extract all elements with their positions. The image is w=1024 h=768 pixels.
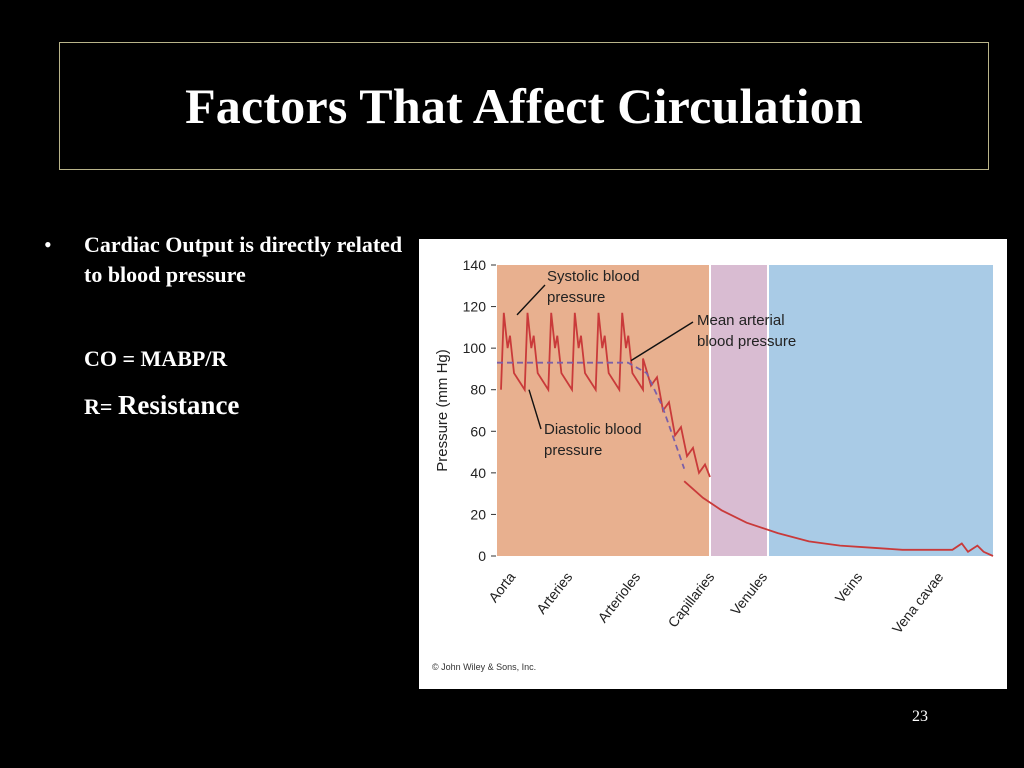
- pressure-figure: 0 20 40 60 80 100 120 140 Pressure (mm Hg) Aorta A…: [419, 239, 1007, 689]
- x-category-label: Vena cavae: [889, 569, 947, 637]
- y-tick-label: 20: [470, 506, 486, 522]
- y-tick-label: 80: [470, 382, 486, 398]
- slide-title: Factors That Affect Circulation: [185, 78, 863, 134]
- bullet-text: Cardiac Output is directly related to bl…: [84, 232, 403, 287]
- annotation-leader: [630, 321, 694, 362]
- annotation-diastolic: pressure: [544, 442, 602, 459]
- venous-pressure-line: [683, 480, 994, 557]
- y-tick-label: 0: [478, 548, 486, 564]
- y-tick-label: 140: [463, 257, 487, 273]
- region-capillary: [710, 265, 768, 556]
- annotation-systolic: pressure: [547, 289, 605, 306]
- annotation-systolic: Systolic blood: [547, 268, 640, 285]
- pressure-chart: 0 20 40 60 80 100 120 140 Pressure (mm Hg) Aorta A…: [432, 257, 994, 672]
- y-tick-label: 100: [463, 340, 487, 356]
- region-arterial: [497, 265, 710, 556]
- annotation-leader: [528, 389, 542, 430]
- slide-body: • Cardiac Output is directly related to …: [40, 230, 420, 420]
- resistance-word: Resistance: [117, 390, 240, 420]
- y-tick-label: 120: [463, 299, 487, 315]
- y-tick-label: 60: [470, 423, 486, 439]
- x-category-label: Aorta: [485, 569, 518, 605]
- resistance-line: R= Resistance: [84, 390, 239, 421]
- annotation-diastolic: Diastolic blood: [544, 421, 642, 438]
- bullet-dot-icon: •: [44, 232, 52, 257]
- x-category-label: Capillaries: [665, 569, 718, 630]
- x-category-label: Arterioles: [594, 569, 643, 625]
- x-category-label: Venules: [727, 569, 770, 618]
- bullet-item: • Cardiac Output is directly related to …: [40, 230, 420, 290]
- figure-credit: © John Wiley & Sons, Inc.: [432, 662, 536, 672]
- annotation-leader: [516, 284, 546, 316]
- title-frame: Factors That Affect Circulation: [59, 42, 989, 170]
- y-tick-label: 40: [470, 465, 486, 481]
- x-category-label: Veins: [832, 569, 866, 606]
- annotation-mean: Mean arterial: [697, 312, 785, 329]
- mean-pressure-line: [497, 361, 686, 469]
- formula-line: CO = MABP/R: [84, 346, 228, 371]
- arterial-pressure-line: [500, 312, 711, 478]
- region-venous: [768, 265, 993, 556]
- y-axis-label: Pressure (mm Hg): [434, 349, 451, 472]
- annotation-mean: blood pressure: [697, 333, 796, 350]
- resistance-prefix: R=: [84, 394, 113, 419]
- page-number: 23: [912, 708, 928, 725]
- x-category-label: Arteries: [533, 569, 575, 617]
